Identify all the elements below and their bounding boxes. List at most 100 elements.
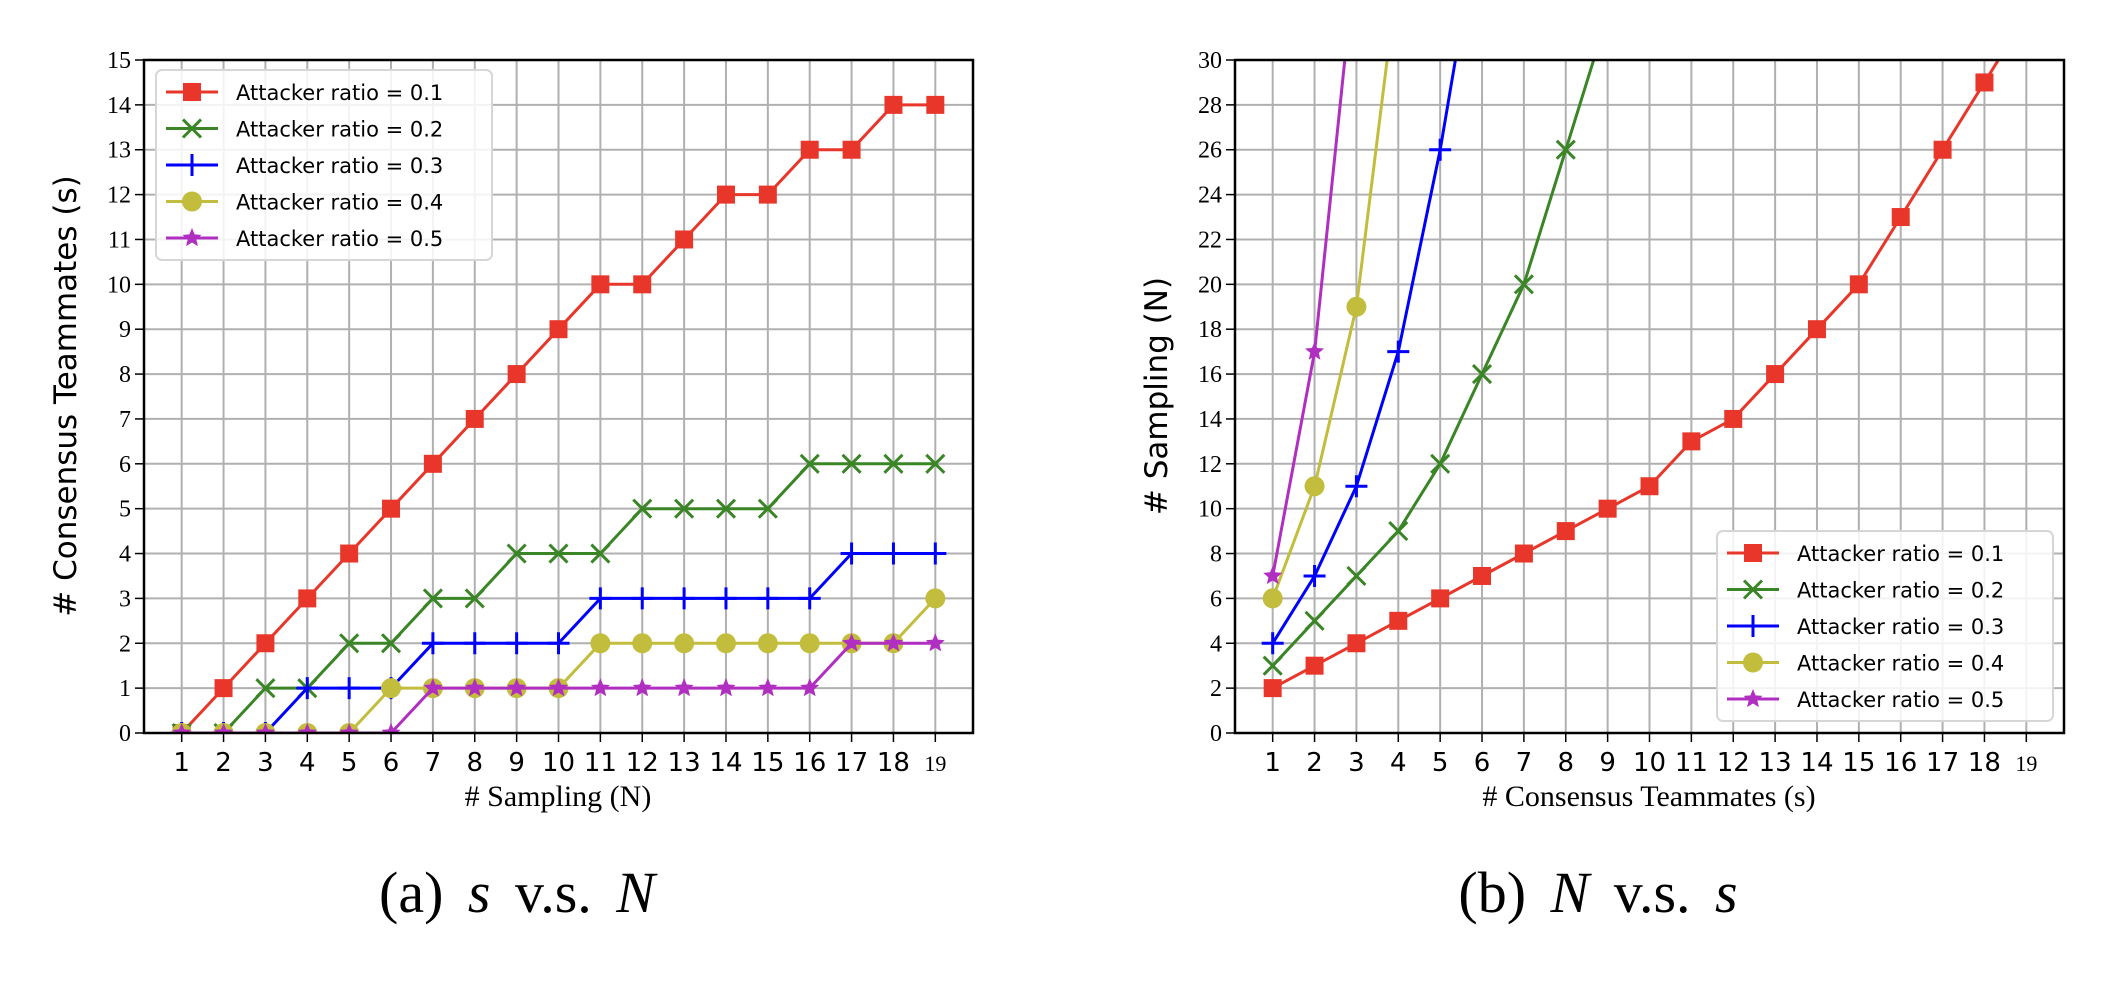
legend-marker bbox=[183, 83, 201, 101]
series-5 bbox=[1263, 60, 1347, 585]
data-point bbox=[1263, 566, 1283, 585]
x-tick-label: 18 bbox=[1968, 748, 2001, 778]
data-point bbox=[715, 498, 737, 519]
data-point bbox=[632, 498, 653, 519]
data-point bbox=[505, 632, 528, 655]
x-tick-label: 13 bbox=[668, 748, 701, 778]
y-tick-label: 14 bbox=[1198, 407, 1222, 433]
chart-a-xlabel: # Sampling (N) bbox=[465, 780, 652, 813]
series-3 bbox=[170, 542, 947, 733]
plot-area bbox=[1261, 6, 2035, 698]
data-point bbox=[340, 544, 359, 563]
x-tick-label: 7 bbox=[425, 748, 442, 778]
data-point bbox=[1975, 73, 1994, 92]
data-point bbox=[296, 677, 319, 700]
data-point bbox=[463, 632, 486, 655]
data-point bbox=[298, 589, 317, 608]
data-point bbox=[673, 587, 696, 610]
legend-marker bbox=[181, 154, 203, 176]
x-tick-label: 15 bbox=[751, 748, 784, 778]
data-point bbox=[381, 678, 402, 699]
data-point bbox=[884, 95, 903, 114]
legend-marker bbox=[1742, 579, 1764, 600]
y-tick-label: 0 bbox=[119, 721, 131, 747]
data-point bbox=[591, 275, 610, 294]
y-tick-label: 15 bbox=[107, 48, 131, 74]
x-tick-label: 5 bbox=[1432, 748, 1449, 778]
data-point bbox=[1388, 521, 1409, 542]
x-tick-label: 8 bbox=[1557, 748, 1574, 778]
legend-item: Attacker ratio = 0.1 bbox=[166, 81, 443, 105]
y-tick-label: 30 bbox=[1198, 48, 1222, 74]
data-point bbox=[590, 633, 611, 654]
data-point bbox=[380, 633, 402, 654]
data-point bbox=[675, 230, 694, 249]
legend-marker bbox=[1744, 544, 1762, 562]
data-point bbox=[1347, 634, 1366, 653]
data-point bbox=[507, 365, 526, 384]
y-tick-label: 0 bbox=[1210, 721, 1222, 747]
data-point bbox=[1891, 208, 1910, 227]
legend-box bbox=[1716, 530, 2054, 722]
x-tick-label: 15 bbox=[1842, 748, 1875, 778]
x-tick-label: 8 bbox=[466, 748, 483, 778]
x-tick-label: 9 bbox=[1599, 748, 1616, 778]
data-point bbox=[1933, 140, 1952, 159]
x-tick-label: 12 bbox=[626, 748, 659, 778]
y-tick-label: 12 bbox=[107, 183, 131, 209]
data-point bbox=[799, 633, 820, 654]
data-point bbox=[1305, 341, 1325, 360]
data-point bbox=[547, 632, 570, 655]
data-point bbox=[1514, 544, 1533, 563]
data-point bbox=[297, 723, 317, 733]
data-point bbox=[339, 633, 360, 654]
data-point bbox=[924, 542, 947, 565]
legend-marker bbox=[181, 118, 203, 139]
caption-a-prefix: (a) bbox=[379, 860, 443, 925]
data-point bbox=[841, 453, 862, 474]
data-point bbox=[1263, 679, 1282, 698]
data-point bbox=[2017, 6, 2035, 24]
x-tick-label: 13 bbox=[1759, 748, 1792, 778]
y-tick-label: 14 bbox=[107, 93, 131, 119]
y-tick-label: 4 bbox=[119, 542, 131, 568]
chart-a-ylabel: # Consensus Teammates (s) bbox=[48, 175, 84, 616]
data-point bbox=[590, 678, 610, 697]
y-tick-label: 4 bbox=[1210, 631, 1222, 657]
y-tick-label: 5 bbox=[119, 497, 131, 523]
data-point bbox=[1345, 475, 1368, 498]
x-tick-label: 1 bbox=[1264, 748, 1281, 778]
x-tick-label: 9 bbox=[508, 748, 525, 778]
x-tick-label: 11 bbox=[1675, 748, 1708, 778]
x-tick-label: 19 bbox=[924, 751, 946, 776]
x-tick-label: 16 bbox=[1884, 748, 1917, 778]
data-point bbox=[716, 185, 735, 204]
y-tick-label: 12 bbox=[1198, 452, 1222, 478]
x-tick-label: 14 bbox=[1800, 748, 1833, 778]
data-point bbox=[1346, 296, 1367, 317]
data-point bbox=[1305, 656, 1324, 675]
x-tick-label: 10 bbox=[542, 748, 575, 778]
caption-a-var1: s bbox=[468, 860, 491, 925]
data-point bbox=[757, 633, 778, 654]
legend-item: Attacker ratio = 0.3 bbox=[166, 154, 443, 178]
data-point bbox=[1346, 565, 1367, 587]
caption-b-var1: N bbox=[1550, 860, 1593, 925]
data-point bbox=[465, 409, 484, 428]
data-point bbox=[1303, 564, 1326, 587]
caption-b: (b) N v.s. s bbox=[1458, 860, 1737, 925]
data-point bbox=[633, 275, 652, 294]
data-point bbox=[549, 678, 568, 697]
series-line bbox=[1271, 60, 1389, 599]
data-point bbox=[506, 543, 527, 564]
legend-item: Attacker ratio = 0.2 bbox=[166, 118, 443, 142]
series-5 bbox=[172, 633, 945, 733]
data-point bbox=[758, 185, 777, 204]
series-4 bbox=[1262, 60, 1389, 609]
legend-label: Attacker ratio = 0.2 bbox=[1797, 579, 2004, 603]
x-tick-label: 12 bbox=[1717, 748, 1750, 778]
data-point bbox=[172, 723, 192, 733]
data-point bbox=[1555, 139, 1576, 160]
data-point bbox=[1599, 6, 1617, 24]
